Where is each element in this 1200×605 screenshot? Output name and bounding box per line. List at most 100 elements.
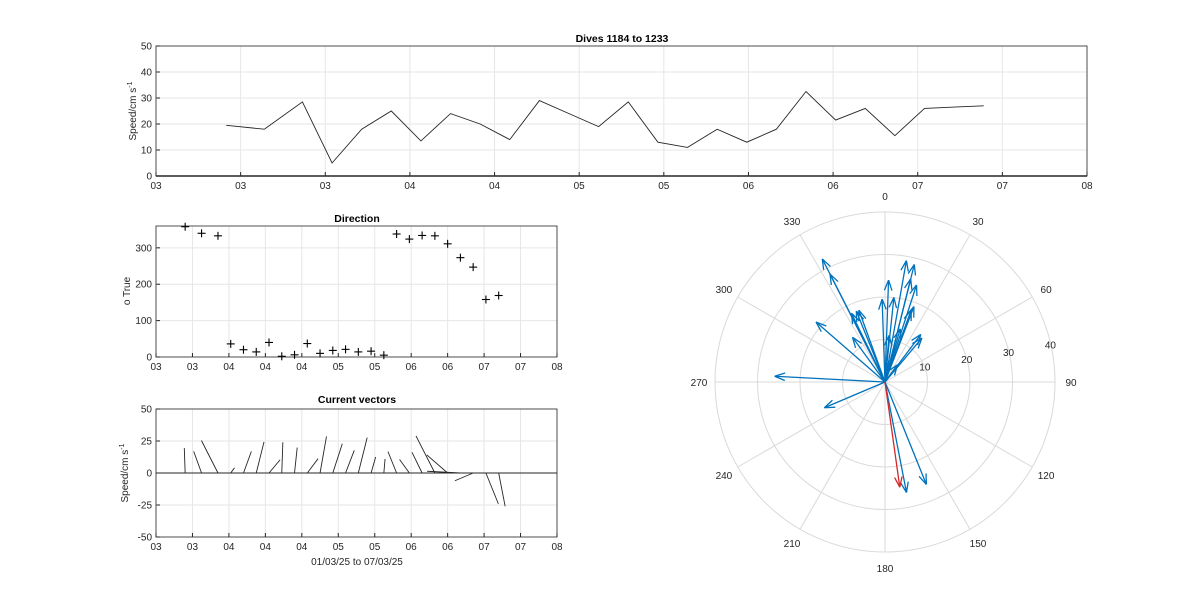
polar-spoke [884, 234, 971, 383]
vector-stick [294, 447, 298, 474]
speed-chart-ylabel: Speed/cm s-1 [127, 81, 139, 140]
vectors-chart-title: Current vectors [318, 394, 396, 406]
vectors-ytick-label: -50 [138, 533, 153, 544]
direction-ytick-label: 0 [146, 353, 152, 364]
vector-stick [485, 472, 499, 505]
direction-xtick-label: 04 [223, 362, 235, 373]
vectors-xtick-label: 05 [333, 542, 345, 553]
vectors-chart-ylabel: Speed/cm s-1 [119, 443, 131, 502]
polar-vector-arrow-head [905, 481, 909, 493]
polar-angle-label: 270 [691, 378, 708, 389]
direction-point [303, 339, 312, 348]
polar-vector-arrow-shaft [884, 334, 922, 383]
direction-point [481, 295, 490, 304]
vector-stick [383, 458, 386, 474]
direction-xtick-label: 04 [296, 362, 308, 373]
polar-radius-label: 10 [919, 363, 931, 374]
polar-vector-arrow [821, 258, 886, 383]
direction-xtick-label: 07 [515, 362, 527, 373]
speed-xtick-label: 07 [912, 181, 924, 192]
polar-vector-arrow [883, 279, 893, 383]
speed-ytick-label: 10 [141, 146, 153, 157]
vector-stick [255, 441, 265, 474]
polar-compass-panel: 0 30 60 90 120 150 180 210 240 270 300 330 10 20 30 40 [691, 192, 1077, 575]
vector-stick [306, 458, 319, 474]
polar-angle-label: 120 [1038, 471, 1055, 482]
polar-spoke [737, 296, 886, 383]
vectors-ytick-label: 50 [141, 405, 153, 416]
speed-ytick-label: 40 [141, 68, 153, 79]
direction-xtick-label: 05 [369, 362, 381, 373]
vector-stick [193, 451, 202, 474]
polar-vector-arrow-shaft [884, 260, 908, 383]
speed-ytick-label: 50 [141, 42, 153, 53]
vector-stick [243, 451, 252, 474]
vector-stick [345, 450, 355, 474]
vector-stick [387, 451, 398, 474]
polar-mean-arrow-head [894, 477, 901, 488]
vector-stick [201, 440, 219, 474]
direction-point [443, 239, 452, 248]
vector-stick [426, 454, 448, 474]
direction-xtick-label: 05 [333, 362, 345, 373]
polar-vector-arrow-head [815, 321, 822, 332]
polar-angle-label: 60 [1041, 285, 1053, 296]
direction-point [469, 263, 478, 272]
direction-chart-ylabel: o True [122, 276, 133, 305]
polar-vector-arrow [774, 372, 886, 383]
direction-point [290, 350, 299, 359]
direction-point [239, 345, 248, 354]
polar-vector-arrow [884, 381, 909, 493]
polar-mean-arrow-head [899, 476, 903, 488]
direction-point [367, 347, 376, 356]
speed-xtick-label: 03 [235, 181, 247, 192]
polar-vector-arrow [815, 321, 886, 383]
polar-vector-arrow [851, 336, 886, 383]
polar-vector-arrow-head [823, 399, 833, 409]
current-vectors-panel: Current vectors Speed/cm s-1 01/03/25 to… [119, 394, 563, 568]
speed-xtick-label: 08 [1081, 181, 1093, 192]
polar-vector-arrow-head [900, 482, 908, 493]
vector-stick [415, 435, 436, 474]
polar-radius-label: 30 [1003, 348, 1015, 359]
polar-vector-arrow-head [852, 336, 863, 344]
vectors-ylabel-superscript: -1 [119, 443, 126, 449]
polar-mean-arrow-shaft [884, 381, 901, 488]
vector-stick [230, 467, 235, 474]
polar-vector-arrow-head [913, 264, 917, 276]
direction-chart-title: Direction [334, 213, 380, 225]
polar-spoke [737, 381, 886, 468]
vector-stick [332, 443, 343, 474]
speed-xtick-label: 04 [489, 181, 501, 192]
speed-xtick-label: 07 [997, 181, 1009, 192]
direction-xtick-label: 03 [150, 362, 162, 373]
polar-spoke [884, 296, 1033, 383]
vector-stick [498, 472, 506, 507]
polar-vector-arrow [884, 333, 922, 383]
polar-vector-arrow-head [893, 328, 901, 339]
direction-point [328, 346, 337, 355]
polar-vector-arrow [883, 335, 893, 383]
polar-vector-arrow [823, 381, 886, 409]
speed-ylabel-text: Speed/cm s [128, 88, 139, 141]
polar-spoke [799, 234, 886, 383]
polar-vector-arrow-shaft [884, 381, 908, 493]
direction-point [197, 229, 206, 238]
polar-vector-arrow-head [887, 279, 893, 291]
polar-vector-arrow-head [774, 372, 786, 377]
polar-vector-arrow-shaft [881, 299, 886, 383]
polar-vector-arrow-shaft [774, 375, 886, 383]
polar-vector-arrow-shaft [851, 336, 886, 383]
direction-point [494, 291, 503, 300]
polar-spoke [884, 381, 971, 530]
direction-xtick-label: 03 [187, 362, 199, 373]
vectors-chart-xlabel: 01/03/25 to 07/03/25 [311, 557, 403, 568]
direction-point [392, 230, 401, 239]
polar-vector-arrow [884, 264, 917, 383]
direction-point [456, 253, 465, 262]
polar-radius-label: 40 [1045, 340, 1057, 351]
vectors-xtick-label: 04 [260, 542, 272, 553]
polar-angle-label: 90 [1065, 378, 1077, 389]
vectors-xtick-label: 08 [551, 542, 563, 553]
